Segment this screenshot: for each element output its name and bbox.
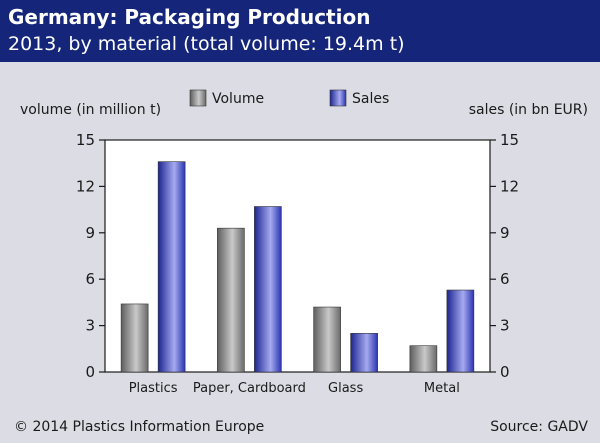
y-axis-right-label: sales (in bn EUR) bbox=[469, 102, 588, 118]
chart-plot: Volume Sales volume (in million t) sales … bbox=[20, 89, 588, 396]
source-note: Source: GADV bbox=[490, 419, 588, 435]
x-category-label: Paper, Cardboard bbox=[193, 381, 306, 396]
y-right-tick-label: 0 bbox=[500, 363, 510, 381]
y-left-tick-label: 15 bbox=[76, 131, 95, 149]
chart-legend: Volume Sales bbox=[189, 89, 389, 107]
y-right-tick-label: 15 bbox=[500, 131, 519, 149]
chart-bars bbox=[120, 161, 475, 373]
bar-sales bbox=[350, 333, 378, 373]
legend-label-volume: Volume bbox=[212, 91, 264, 107]
x-category-label: Metal bbox=[424, 381, 460, 396]
y-axis-left-label: volume (in million t) bbox=[20, 102, 161, 118]
bar-sales bbox=[157, 161, 186, 373]
y-right-tick-label: 3 bbox=[500, 317, 510, 335]
legend-swatch-volume bbox=[189, 89, 207, 107]
chart-categories: Plastics Paper, Cardboard Glass Metal bbox=[129, 381, 460, 396]
y-left-tick-label: 9 bbox=[85, 224, 95, 242]
bar-volume bbox=[120, 303, 149, 373]
y-left-tick-label: 0 bbox=[85, 363, 95, 381]
bar-volume bbox=[409, 345, 438, 373]
legend-swatch-sales bbox=[329, 89, 347, 107]
y-right-tick-label: 6 bbox=[500, 270, 510, 288]
x-category-label: Glass bbox=[328, 381, 363, 396]
bar-sales bbox=[446, 289, 475, 373]
chart-title: Germany: Packaging Production bbox=[8, 5, 371, 29]
bar-sales bbox=[254, 206, 282, 373]
bar-volume bbox=[217, 227, 245, 373]
x-category-label: Plastics bbox=[129, 381, 178, 396]
copyright-note: © 2014 Plastics Information Europe bbox=[14, 419, 265, 435]
bar-volume bbox=[313, 306, 341, 373]
y-right-tick-label: 9 bbox=[500, 224, 510, 242]
chart-subtitle: 2013, by material (total volume: 19.4m t… bbox=[8, 33, 405, 55]
y-right-tick-label: 12 bbox=[500, 177, 519, 195]
y-left-tick-label: 3 bbox=[85, 317, 95, 335]
y-left-tick-label: 6 bbox=[85, 270, 95, 288]
y-left-tick-label: 12 bbox=[76, 177, 95, 195]
legend-label-sales: Sales bbox=[352, 91, 389, 107]
chart-ticks: 0 0 3 3 6 6 9 9 12 12 15 15 bbox=[76, 131, 519, 381]
header-banner: Germany: Packaging Production 2013, by m… bbox=[0, 0, 600, 62]
